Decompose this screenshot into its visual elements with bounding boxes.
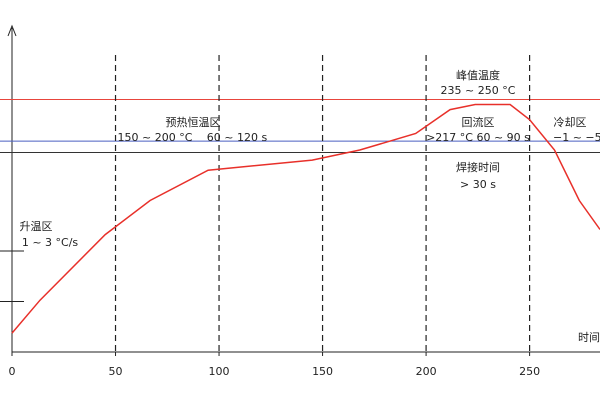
y-axis-arrow [7,24,17,37]
annotation: 235 ~ 250 °C [441,84,516,97]
x-tick-label: 50 [109,365,123,378]
annotation: 60 ~ 120 s [207,131,268,144]
annotation: 冷却区 [554,116,587,129]
annotation: 预热恒温区 [166,116,221,129]
x-tick-label: 200 [416,365,437,378]
annotation: 150 ~ 200 °C [118,131,193,144]
annotation: >217 °C 60 ~ 90 s [426,131,530,144]
annotation: > 30 s [460,178,496,191]
annotation: 升温区 [20,220,53,233]
x-tick-label: 100 [209,365,230,378]
annotation: 回流区 [462,115,495,129]
x-axis-label: 时间 [578,331,600,344]
x-tick-label: 0 [9,365,16,378]
temperature-curve [11,103,600,334]
annotation: 1 ~ 3 °C/s [22,236,79,249]
x-tick-label: 250 [519,365,540,378]
annotation: 焊接时间 [456,160,500,174]
annotation: −1 ~ −5 °C [553,131,600,144]
annotation: 峰值温度 [456,68,500,82]
x-tick-label: 150 [312,365,333,378]
